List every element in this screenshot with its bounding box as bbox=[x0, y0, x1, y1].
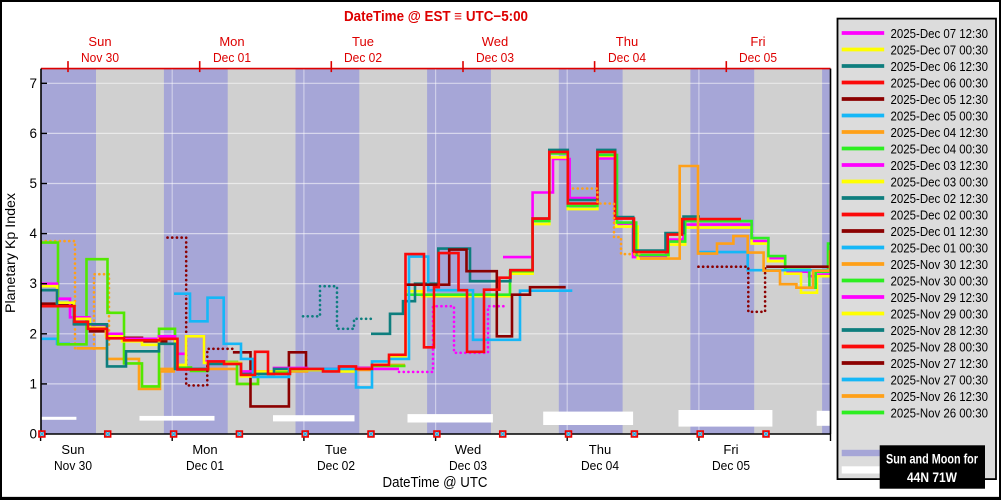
svg-text:Dec 05: Dec 05 bbox=[712, 458, 750, 473]
svg-text:Mon: Mon bbox=[192, 442, 217, 457]
svg-text:2025-Nov 26 00:30: 2025-Nov 26 00:30 bbox=[891, 405, 989, 420]
svg-text:2025-Dec 04 12:30: 2025-Dec 04 12:30 bbox=[891, 125, 989, 140]
svg-text:Dec 01: Dec 01 bbox=[186, 458, 224, 473]
svg-text:Fri: Fri bbox=[750, 34, 765, 49]
svg-text:1: 1 bbox=[29, 376, 37, 391]
svg-text:2025-Dec 07 12:30: 2025-Dec 07 12:30 bbox=[891, 26, 989, 41]
svg-text:3: 3 bbox=[29, 276, 37, 291]
svg-text:DateTime @ EST ≡ UTC−5:00: DateTime @ EST ≡ UTC−5:00 bbox=[344, 9, 528, 25]
svg-text:Sun: Sun bbox=[61, 442, 84, 457]
svg-text:2025-Dec 07 00:30: 2025-Dec 07 00:30 bbox=[891, 42, 989, 57]
svg-text:Sun and Moon for: Sun and Moon for bbox=[886, 452, 979, 467]
svg-text:Thu: Thu bbox=[616, 34, 638, 49]
svg-text:2025-Nov 28 12:30: 2025-Nov 28 12:30 bbox=[891, 323, 989, 338]
svg-text:2025-Dec 02 00:30: 2025-Dec 02 00:30 bbox=[891, 207, 989, 222]
svg-text:Dec 05: Dec 05 bbox=[739, 50, 777, 65]
svg-text:0: 0 bbox=[29, 427, 37, 442]
svg-text:Dec 01: Dec 01 bbox=[213, 50, 251, 65]
svg-text:2025-Dec 03 12:30: 2025-Dec 03 12:30 bbox=[891, 158, 989, 173]
svg-text:Planetary Kp Index: Planetary Kp Index bbox=[3, 193, 18, 313]
svg-text:Dec 04: Dec 04 bbox=[581, 458, 619, 473]
svg-text:2025-Nov 27 00:30: 2025-Nov 27 00:30 bbox=[891, 372, 989, 387]
svg-text:Dec 03: Dec 03 bbox=[476, 50, 514, 65]
svg-text:Dec 02: Dec 02 bbox=[344, 50, 382, 65]
svg-text:2025-Nov 29 12:30: 2025-Nov 29 12:30 bbox=[891, 290, 989, 305]
svg-text:2: 2 bbox=[29, 326, 37, 341]
svg-text:44N 71W: 44N 71W bbox=[907, 470, 957, 485]
svg-text:Nov 30: Nov 30 bbox=[54, 458, 92, 473]
svg-text:2025-Nov 30 00:30: 2025-Nov 30 00:30 bbox=[891, 273, 989, 288]
svg-text:Wed: Wed bbox=[482, 34, 509, 49]
svg-text:Nov 30: Nov 30 bbox=[81, 50, 119, 65]
svg-text:Tue: Tue bbox=[352, 34, 374, 49]
svg-text:Dec 02: Dec 02 bbox=[317, 458, 355, 473]
svg-text:2025-Dec 06 12:30: 2025-Dec 06 12:30 bbox=[891, 59, 989, 74]
svg-text:Mon: Mon bbox=[219, 34, 244, 49]
svg-text:2025-Dec 03 00:30: 2025-Dec 03 00:30 bbox=[891, 174, 989, 189]
svg-text:2025-Nov 30 12:30: 2025-Nov 30 12:30 bbox=[891, 257, 989, 272]
svg-text:7: 7 bbox=[29, 76, 37, 91]
svg-text:2025-Dec 05 00:30: 2025-Dec 05 00:30 bbox=[891, 108, 989, 123]
svg-text:2025-Dec 06 00:30: 2025-Dec 06 00:30 bbox=[891, 75, 989, 90]
svg-text:DateTime @ UTC: DateTime @ UTC bbox=[383, 475, 488, 491]
svg-text:2025-Dec 04 00:30: 2025-Dec 04 00:30 bbox=[891, 141, 989, 156]
svg-text:2025-Nov 26 12:30: 2025-Nov 26 12:30 bbox=[891, 389, 989, 404]
svg-text:2025-Nov 29 00:30: 2025-Nov 29 00:30 bbox=[891, 306, 989, 321]
svg-text:2025-Nov 28 00:30: 2025-Nov 28 00:30 bbox=[891, 339, 989, 354]
svg-text:Sun: Sun bbox=[88, 34, 111, 49]
svg-text:4: 4 bbox=[29, 226, 37, 241]
svg-text:Dec 03: Dec 03 bbox=[449, 458, 487, 473]
svg-text:6: 6 bbox=[29, 126, 37, 141]
svg-text:Fri: Fri bbox=[723, 442, 738, 457]
svg-text:2025-Nov 27 12:30: 2025-Nov 27 12:30 bbox=[891, 356, 989, 371]
svg-text:5: 5 bbox=[29, 176, 37, 191]
svg-text:Wed: Wed bbox=[455, 442, 482, 457]
svg-text:2025-Dec 01 00:30: 2025-Dec 01 00:30 bbox=[891, 240, 989, 255]
svg-text:Tue: Tue bbox=[325, 442, 347, 457]
svg-text:Dec 04: Dec 04 bbox=[608, 50, 646, 65]
svg-text:2025-Dec 01 12:30: 2025-Dec 01 12:30 bbox=[891, 224, 989, 239]
svg-text:2025-Dec 05 12:30: 2025-Dec 05 12:30 bbox=[891, 92, 989, 107]
svg-text:Thu: Thu bbox=[589, 442, 611, 457]
svg-text:2025-Dec 02 12:30: 2025-Dec 02 12:30 bbox=[891, 191, 989, 206]
